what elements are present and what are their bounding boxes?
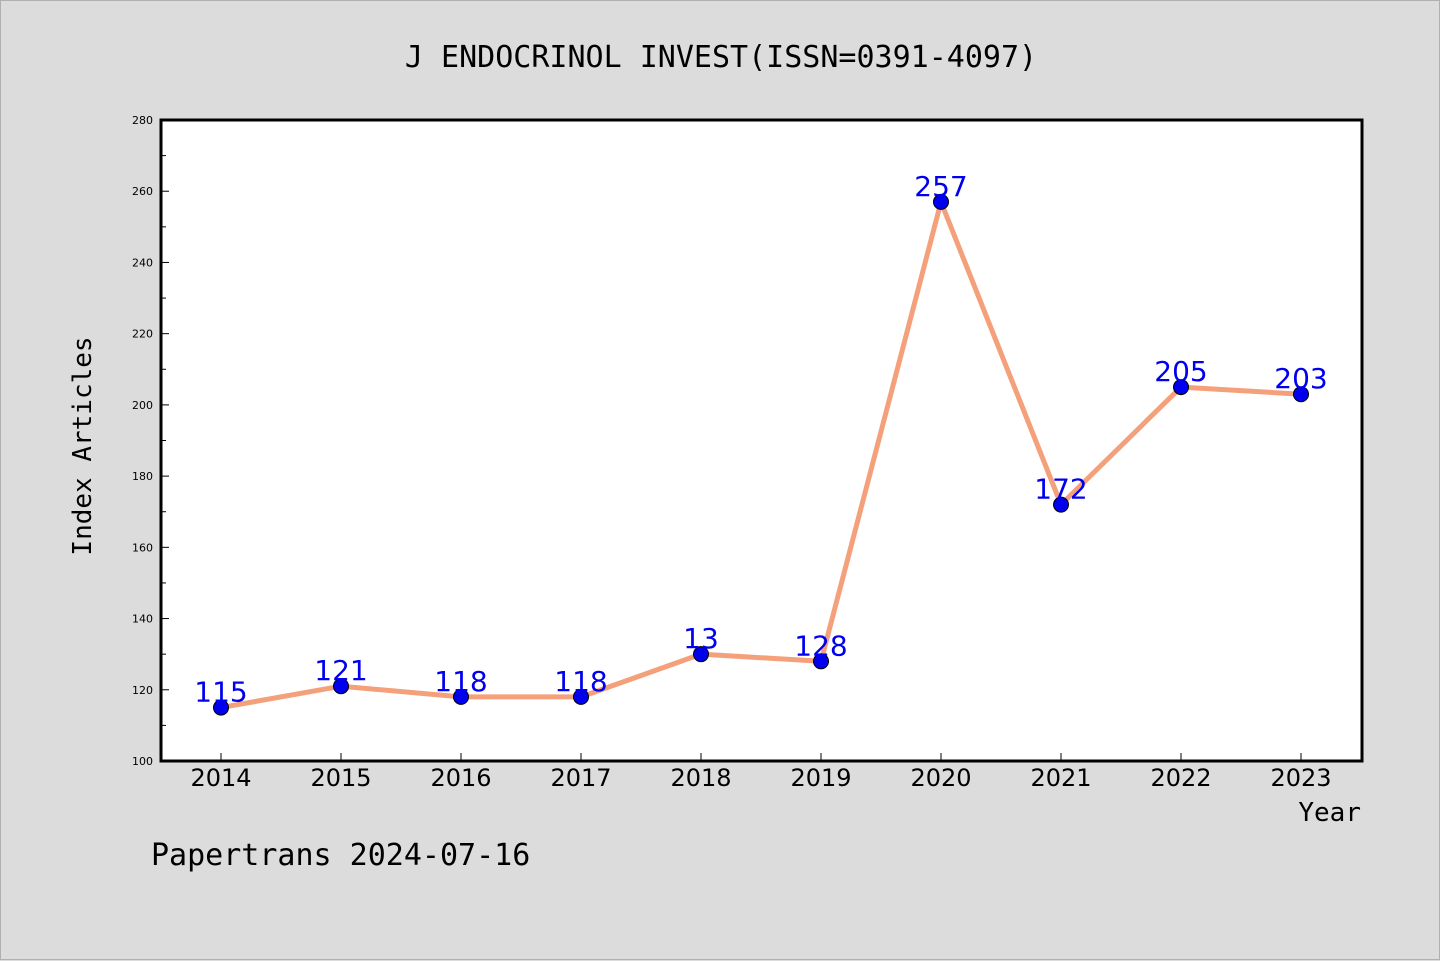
chart-title: J ENDOCRINOL INVEST(ISSN=0391-4097) xyxy=(405,40,1037,75)
data-point-label: 13 xyxy=(683,622,719,655)
plot-area xyxy=(161,120,1362,761)
x-tick-label: 2021 xyxy=(1030,764,1091,792)
data-point-marker xyxy=(453,688,469,705)
x-tick-label: 2023 xyxy=(1270,764,1331,792)
data-point-label: 121 xyxy=(314,654,367,687)
y-tick-label: 100 xyxy=(132,755,153,768)
x-tick-label: 2018 xyxy=(670,764,731,792)
x-tick-label: 2020 xyxy=(910,764,971,792)
data-point-label: 128 xyxy=(794,629,847,662)
y-tick-label: 240 xyxy=(132,256,153,269)
y-axis-label: Index Articles xyxy=(68,336,98,555)
data-point-marker xyxy=(1053,496,1069,513)
data-point-label: 172 xyxy=(1034,473,1087,506)
x-axis-ticks: 2014 2015 2016 2017 2018 2019 2020 2021 2022 2023 xyxy=(190,753,1332,792)
footer-credit: Papertrans 2024-07-16 xyxy=(151,838,530,873)
y-tick-label: 160 xyxy=(132,541,153,554)
y-tick-label: 140 xyxy=(132,613,153,626)
data-point-label: 115 xyxy=(194,676,247,709)
x-axis-label: Year xyxy=(1298,798,1361,828)
series-markers xyxy=(213,193,1309,716)
y-tick-label: 180 xyxy=(132,470,153,483)
y-axis-ticks: 100 120 140 160 180 200 220 240 260 280 xyxy=(132,114,169,768)
y-tick-label: 280 xyxy=(132,114,153,127)
data-point-label: 203 xyxy=(1274,362,1327,395)
series-line xyxy=(220,199,1302,711)
x-tick-label: 2014 xyxy=(190,764,251,792)
data-point-label: 205 xyxy=(1154,355,1207,388)
data-point-marker xyxy=(333,678,349,695)
data-point-marker xyxy=(933,193,949,210)
data-point-label: 118 xyxy=(554,665,607,698)
data-labels: 115 121 118 118 13 128 257 172 205 203 xyxy=(194,170,1327,709)
data-point-marker xyxy=(813,653,829,670)
y-tick-label: 120 xyxy=(132,684,153,697)
data-point-marker xyxy=(573,688,589,705)
x-tick-label: 2022 xyxy=(1150,764,1211,792)
x-tick-label: 2017 xyxy=(550,764,611,792)
plot-frame xyxy=(159,118,1364,763)
x-tick-label: 2019 xyxy=(790,764,851,792)
y-tick-label: 260 xyxy=(132,185,153,198)
data-point-label: 257 xyxy=(914,170,967,203)
data-point-marker xyxy=(693,646,709,663)
x-tick-label: 2016 xyxy=(430,764,491,792)
y-tick-label: 200 xyxy=(132,399,153,412)
data-point-marker xyxy=(1293,386,1309,403)
x-tick-label: 2015 xyxy=(310,764,371,792)
data-point-marker xyxy=(213,699,229,716)
y-tick-label: 220 xyxy=(132,328,153,341)
data-point-marker xyxy=(1173,379,1189,396)
data-point-label: 118 xyxy=(434,665,487,698)
